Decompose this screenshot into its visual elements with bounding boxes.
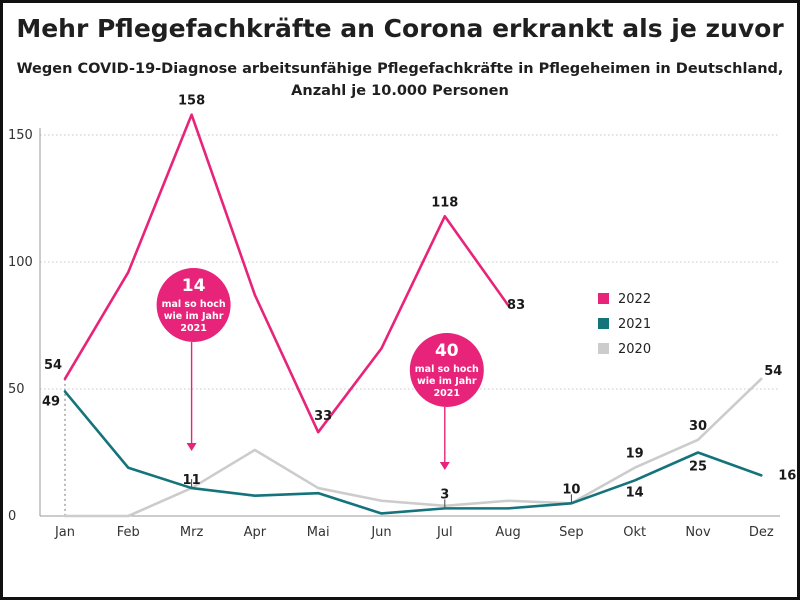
y-tick-label: 150	[8, 128, 33, 143]
legend-swatch-2022	[598, 293, 609, 304]
data-label: 33	[314, 409, 332, 424]
y-tick-label: 100	[8, 255, 33, 270]
x-tick-label: Feb	[117, 525, 140, 540]
data-label: 10	[562, 482, 580, 497]
y-tick-label: 0	[8, 509, 16, 524]
data-label: 11	[183, 473, 201, 488]
series-line-2020	[63, 377, 763, 518]
y-tick-label: 50	[8, 382, 25, 397]
legend-label-2022: 2022	[618, 292, 651, 307]
legend-label-2020: 2020	[618, 342, 651, 357]
x-tick-label: Mrz	[180, 525, 204, 540]
annotation-factor: 14	[182, 276, 206, 296]
data-label: 30	[689, 419, 707, 434]
chart-title: Mehr Pflegefachkräfte an Corona erkrankt…	[16, 14, 784, 43]
annotation-text: wie im Jahr	[417, 376, 477, 387]
x-tick-label: Sep	[559, 525, 584, 540]
x-tick-label: Mai	[307, 525, 330, 540]
x-tick-label: Nov	[685, 525, 711, 540]
data-label: 19	[626, 447, 644, 462]
data-label: 54	[764, 364, 782, 379]
data-label: 16	[778, 468, 796, 483]
annotation-arrow-head	[439, 462, 450, 470]
data-label: 83	[507, 298, 525, 313]
series-line-2021	[63, 390, 763, 515]
series-line-2022	[63, 113, 510, 434]
annotation-text: 2021	[180, 323, 206, 334]
annotation-bubble	[409, 333, 484, 407]
annotation-arrow-head	[186, 443, 197, 451]
legend-swatch-2020	[598, 343, 609, 354]
data-label: 3	[440, 487, 449, 502]
x-tick-label: Jun	[370, 525, 391, 540]
annotation-text: mal so hoch	[162, 299, 226, 310]
data-label: 25	[689, 460, 707, 475]
data-label: 49	[42, 395, 60, 410]
annotation-factor: 40	[435, 341, 459, 361]
x-tick-label: Aug	[495, 525, 520, 540]
chart-subtitle: Wegen COVID-19-Diagnose arbeitsunfähige …	[0, 58, 800, 102]
annotation-text: 2021	[434, 388, 460, 399]
x-tick-label: Okt	[623, 525, 646, 540]
chart-subtitle-line-2: Anzahl je 10.000 Personen	[291, 83, 509, 99]
x-tick-label: Dez	[749, 525, 774, 540]
data-label: 54	[44, 358, 62, 373]
x-tick-label: Jul	[436, 525, 453, 540]
data-label: 14	[626, 485, 644, 500]
annotation-bubble	[156, 268, 231, 342]
chart-subtitle-line-1: Wegen COVID-19-Diagnose arbeitsunfähige …	[16, 61, 784, 77]
legend-swatch-2021	[598, 318, 609, 329]
data-label: 118	[431, 195, 458, 210]
annotation-text: mal so hoch	[415, 364, 479, 375]
legend-label-2021: 2021	[618, 317, 651, 332]
x-tick-label: Apr	[244, 525, 267, 540]
x-tick-label: Jan	[54, 525, 75, 540]
annotation-text: wie im Jahr	[164, 311, 224, 322]
data-label: 158	[178, 94, 205, 109]
